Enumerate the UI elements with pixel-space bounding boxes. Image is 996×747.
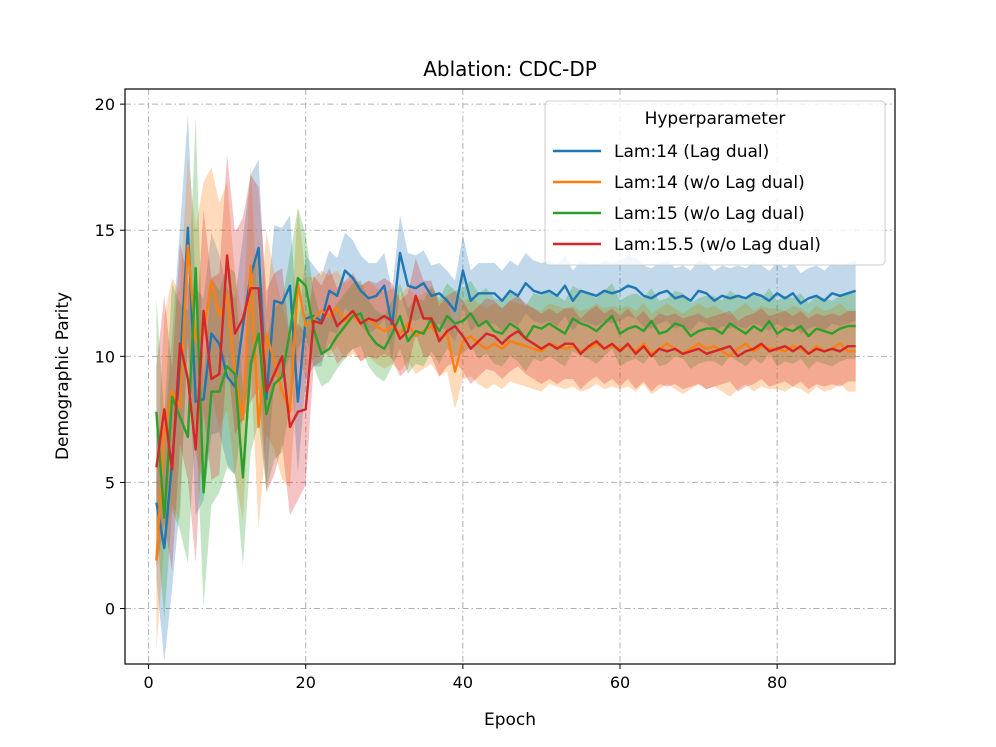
y-axis-label: Demographic Parity (53, 292, 73, 460)
y-tick-label: 15 (95, 221, 115, 240)
legend-label-3: Lam:15 (w/o Lag dual) (614, 204, 805, 224)
y-tick-label: 20 (95, 95, 115, 114)
confidence-band-2 (156, 157, 856, 649)
series-line-4 (155, 254, 856, 471)
x-tick-label: 60 (610, 673, 630, 692)
chart-title: Ablation: CDC-DP (423, 57, 597, 81)
x-axis-label: Epoch (484, 710, 536, 730)
legend-label-2: Lam:14 (w/o Lag dual) (614, 173, 805, 193)
y-tick-label: 10 (95, 347, 115, 366)
legend-entries: Lam:14 (Lag dual) Lam:14 (w/o Lag dual) La… (553, 142, 821, 255)
x-tick-label: 20 (296, 673, 316, 692)
legend-title: Hyperparameter (645, 109, 786, 129)
x-tick-label: 0 (143, 673, 153, 692)
y-tick-label: 0 (105, 600, 115, 619)
y-tick-label: 5 (105, 473, 115, 492)
legend-label-4: Lam:15.5 (w/o Lag dual) (614, 235, 821, 255)
legend-box (544, 100, 886, 266)
x-tick-label: 80 (767, 673, 787, 692)
confidence-band-4 (156, 154, 856, 571)
legend-label-1: Lam:14 (Lag dual) (614, 142, 769, 162)
legend: Hyperparameter Lam:14 (Lag dual)Lam:14 (… (544, 100, 886, 266)
series-line-2 (155, 244, 856, 561)
series-line-1 (155, 226, 857, 550)
x-tick-label: 40 (453, 673, 473, 692)
axis-ticks: 0 20 40 60 80 0 5 10 15 20 (95, 95, 788, 692)
axes-frame (124, 88, 896, 665)
series-lines (155, 226, 857, 561)
series-line-3 (155, 266, 856, 519)
